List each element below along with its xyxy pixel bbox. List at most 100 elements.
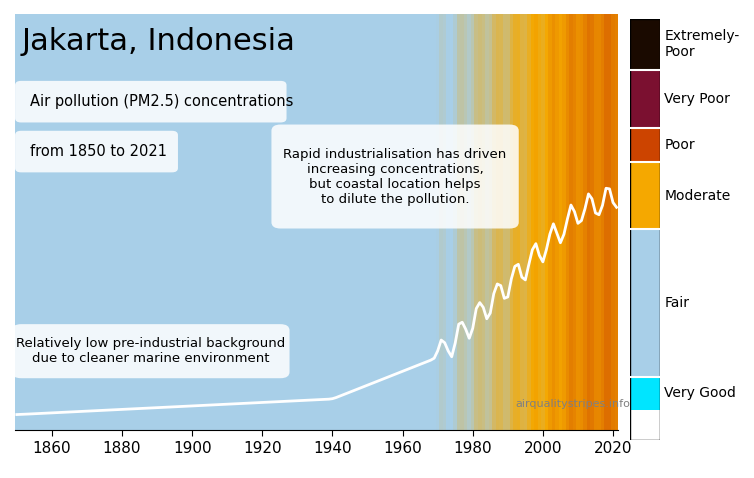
Bar (204, 14, 208, 430)
Bar (503, 14, 506, 430)
Bar (331, 14, 334, 430)
Bar (440, 14, 443, 430)
Bar (376, 14, 380, 430)
Bar (630, 70, 660, 129)
Bar (253, 14, 257, 430)
Bar (383, 14, 387, 430)
Bar (464, 14, 467, 430)
Text: Very Poor: Very Poor (664, 92, 730, 106)
Text: Jakarta, Indonesia: Jakarta, Indonesia (21, 27, 295, 56)
Bar (145, 14, 149, 430)
Bar (299, 14, 302, 430)
Bar (404, 14, 408, 430)
Bar (57, 14, 60, 430)
Bar (355, 14, 359, 430)
Bar (555, 14, 559, 430)
Bar (320, 14, 323, 430)
Bar (372, 14, 376, 430)
Bar (471, 14, 474, 430)
Bar (250, 14, 253, 430)
Bar (450, 14, 453, 430)
Bar (40, 14, 43, 430)
Bar (538, 14, 541, 430)
Bar (359, 14, 362, 430)
Bar (278, 14, 281, 430)
Bar (268, 14, 271, 430)
Bar (201, 14, 204, 430)
Bar (348, 14, 352, 430)
Bar (113, 14, 117, 430)
Bar (92, 14, 96, 430)
Bar (436, 14, 440, 430)
Bar (162, 14, 166, 430)
Bar (338, 14, 342, 430)
Bar (110, 14, 113, 430)
Bar (544, 14, 548, 430)
Bar (516, 14, 520, 430)
Bar (310, 14, 313, 430)
Text: Extremely-
Poor: Extremely- Poor (664, 29, 740, 59)
Bar (630, 377, 660, 410)
Bar (103, 14, 106, 430)
Bar (81, 14, 85, 430)
Bar (85, 14, 89, 430)
Bar (29, 14, 32, 430)
Bar (166, 14, 170, 430)
Bar (191, 14, 194, 430)
Bar (229, 14, 232, 430)
Text: Poor: Poor (664, 138, 695, 152)
Bar (134, 14, 138, 430)
Bar (89, 14, 92, 430)
Bar (352, 14, 355, 430)
Bar (243, 14, 247, 430)
Bar (19, 14, 22, 430)
Bar (559, 14, 562, 430)
Bar (630, 162, 660, 229)
Bar (211, 14, 215, 430)
Bar (345, 14, 348, 430)
Bar (583, 14, 587, 430)
Bar (562, 14, 566, 430)
Bar (580, 14, 583, 430)
Text: from 1850 to 2021: from 1850 to 2021 (30, 144, 167, 159)
Bar (32, 14, 36, 430)
Text: Fair: Fair (664, 296, 689, 310)
Bar (317, 14, 320, 430)
Bar (327, 14, 331, 430)
Bar (608, 14, 611, 430)
Bar (453, 14, 457, 430)
Bar (342, 14, 345, 430)
Bar (26, 14, 29, 430)
FancyBboxPatch shape (15, 131, 178, 173)
Bar (499, 14, 503, 430)
Bar (187, 14, 191, 430)
Bar (587, 14, 590, 430)
FancyBboxPatch shape (15, 81, 287, 122)
FancyBboxPatch shape (271, 125, 519, 228)
Bar (152, 14, 155, 430)
Bar (159, 14, 162, 430)
Bar (611, 14, 615, 430)
Bar (573, 14, 576, 430)
Bar (15, 14, 19, 430)
Bar (75, 14, 78, 430)
Bar (482, 14, 485, 430)
Bar (121, 14, 124, 430)
Bar (334, 14, 338, 430)
Bar (506, 14, 510, 430)
Bar (222, 14, 225, 430)
Bar (489, 14, 492, 430)
Text: Moderate: Moderate (664, 189, 731, 203)
Bar (601, 14, 604, 430)
Bar (208, 14, 211, 430)
Bar (425, 14, 429, 430)
Bar (176, 14, 180, 430)
Bar (64, 14, 68, 430)
Bar (485, 14, 489, 430)
Bar (391, 14, 394, 430)
Bar (302, 14, 306, 430)
Bar (296, 14, 299, 430)
Bar (68, 14, 71, 430)
Bar (106, 14, 110, 430)
Bar (261, 14, 264, 430)
